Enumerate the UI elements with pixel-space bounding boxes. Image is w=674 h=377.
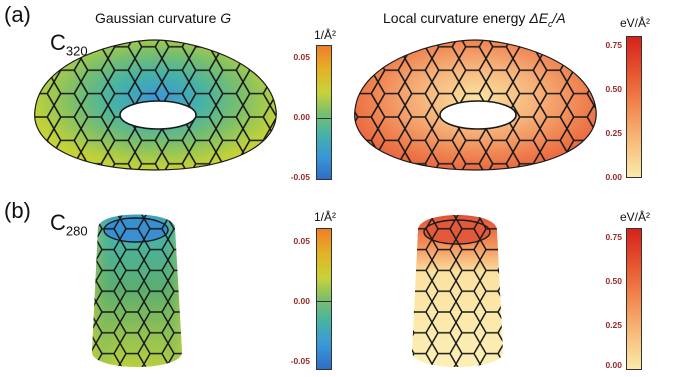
heading-local-curvature-energy: Local curvature energy ΔEc/A <box>383 10 566 29</box>
heading-right-italic: ΔEc/A <box>529 10 566 29</box>
colorbar-b-left-unit: 1/Å² <box>314 210 337 224</box>
colorbar-b-right-tick-1: 0.75 <box>605 232 622 242</box>
colorbar-a-right-tick-1: 0.75 <box>605 40 622 50</box>
molecule-base-b: C <box>50 210 66 235</box>
heading-right-text: Local curvature energy <box>383 10 530 26</box>
cylinder-energy-plot <box>412 215 503 367</box>
colorbar-b-right-tick-4: 0.00 <box>605 360 622 370</box>
colorbar-b-left-tick-1: 0.05 <box>293 236 310 246</box>
torus-energy-plot <box>354 40 597 170</box>
colorbar-a-right-tick-3: 0.25 <box>605 128 622 138</box>
colorbar-b-left-tick-2: 0.00 <box>293 296 310 306</box>
colorbar-b-right-unit: eV/Å² <box>620 210 651 224</box>
panel-label-b: (b) <box>4 198 31 223</box>
colorbar-b-left-tick-3: -0.05 <box>290 356 310 366</box>
heading-gaussian-curvature: Gaussian curvature G <box>95 10 231 26</box>
heading-left-italic: G <box>220 10 232 26</box>
colorbar-b-right-tick-2: 0.50 <box>605 276 622 286</box>
colorbar-a-left-tick-2: 0.00 <box>293 112 310 122</box>
molecule-label-a: C320 <box>50 30 88 58</box>
colorbar-b-right <box>626 228 642 370</box>
colorbar-a-right-tick-2: 0.50 <box>605 84 622 94</box>
colorbar-a-left-tick-1: 0.05 <box>293 52 310 62</box>
colorbar-a-left-tick-3: -0.05 <box>290 172 310 182</box>
colorbar-a-left <box>316 45 332 180</box>
molecule-sub-a: 320 <box>65 43 88 59</box>
colorbar-a-right-tick-4: 0.00 <box>605 172 622 182</box>
colorbar-a-right <box>626 36 642 178</box>
colorbar-a-right-unit: eV/Å² <box>620 16 651 30</box>
colorbar-b-right-tick-3: 0.25 <box>605 320 622 330</box>
molecule-sub-b: 280 <box>65 223 88 239</box>
panel-label-a: (a) <box>4 2 31 27</box>
molecule-base-a: C <box>50 30 66 55</box>
colorbar-b-left <box>316 228 332 370</box>
heading-left-text: Gaussian curvature <box>95 10 221 26</box>
colorbar-a-left-unit: 1/Å² <box>314 28 337 42</box>
molecule-label-b: C280 <box>50 210 88 238</box>
